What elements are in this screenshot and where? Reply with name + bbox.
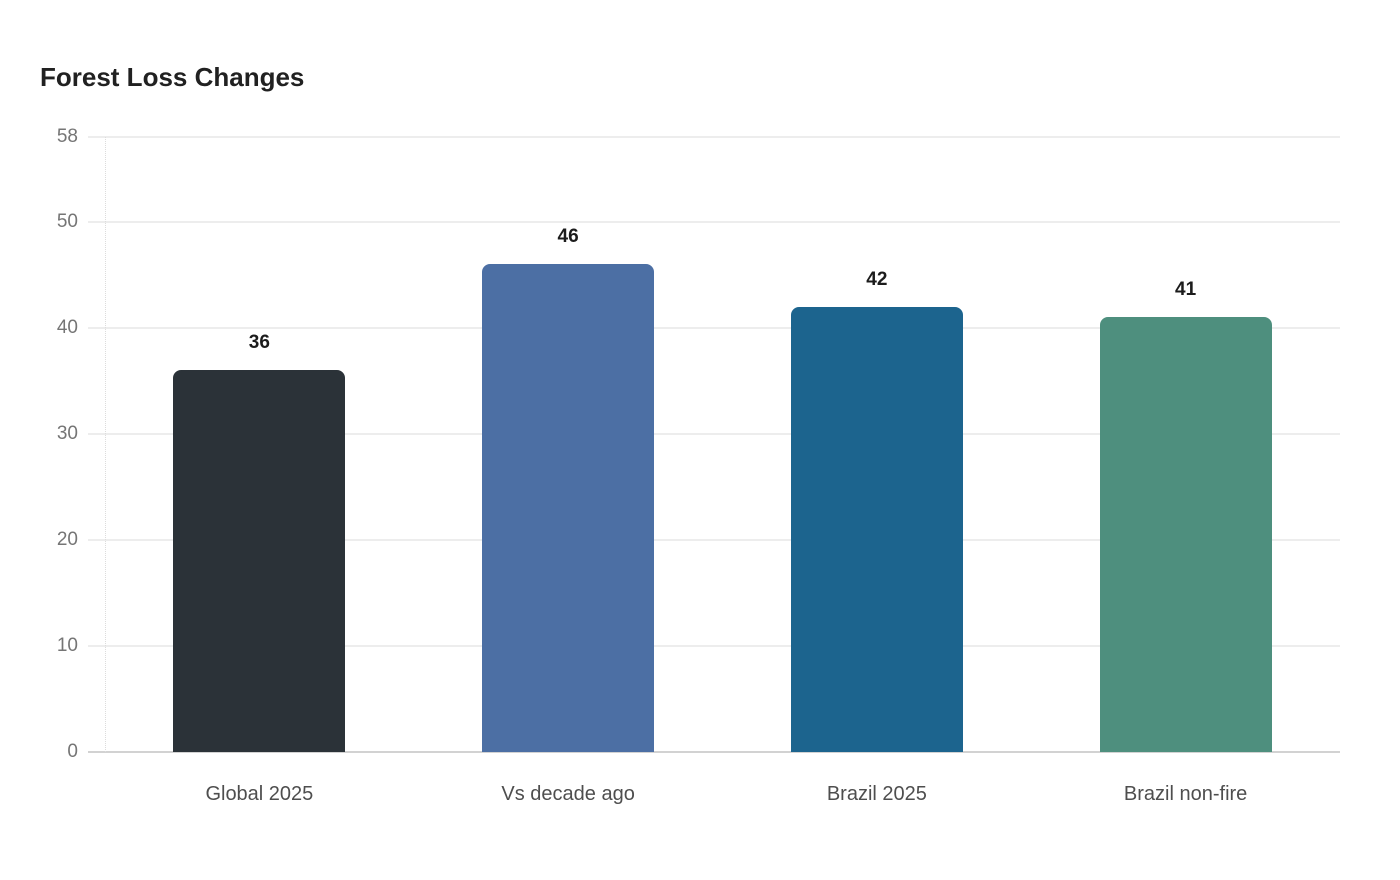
bar-brazil-non-fire[interactable] <box>1099 317 1272 752</box>
category-label-global-2025: Global 2025 <box>205 783 314 805</box>
gridline-58 <box>88 136 1340 138</box>
value-label-brazil-non-fire: 41 <box>1175 279 1197 301</box>
bar-vs-decade-ago[interactable] <box>482 264 655 752</box>
value-label-global-2025: 36 <box>248 332 270 354</box>
gridline-20 <box>88 538 1340 541</box>
y-tick-label-50: 50 <box>56 210 78 232</box>
category-label-brazil-non-fire: Brazil non-fire <box>1123 783 1248 805</box>
gridline-30 <box>88 432 1340 435</box>
gridline-0 <box>88 751 1340 753</box>
bar-brazil-2025[interactable] <box>790 306 963 752</box>
value-label-brazil-2025: 42 <box>866 268 888 290</box>
gridline-40 <box>88 326 1340 329</box>
y-tick-label-40: 40 <box>56 316 78 338</box>
value-label-vs-decade-ago: 46 <box>557 226 579 248</box>
y-axis-line <box>105 137 106 752</box>
bar-global-2025[interactable] <box>173 370 346 752</box>
category-label-vs-decade-ago: Vs decade ago <box>501 783 635 805</box>
y-tick-label-20: 20 <box>56 529 78 551</box>
gridline-50 <box>88 220 1340 223</box>
chart-title: Forest Loss Changes <box>40 62 305 92</box>
gridline-10 <box>88 644 1340 647</box>
y-tick-label-58: 58 <box>56 126 78 148</box>
y-tick-label-10: 10 <box>56 635 78 657</box>
y-tick-label-0: 0 <box>67 741 78 763</box>
category-label-brazil-2025: Brazil 2025 <box>826 783 927 805</box>
y-tick-label-30: 30 <box>56 423 78 445</box>
